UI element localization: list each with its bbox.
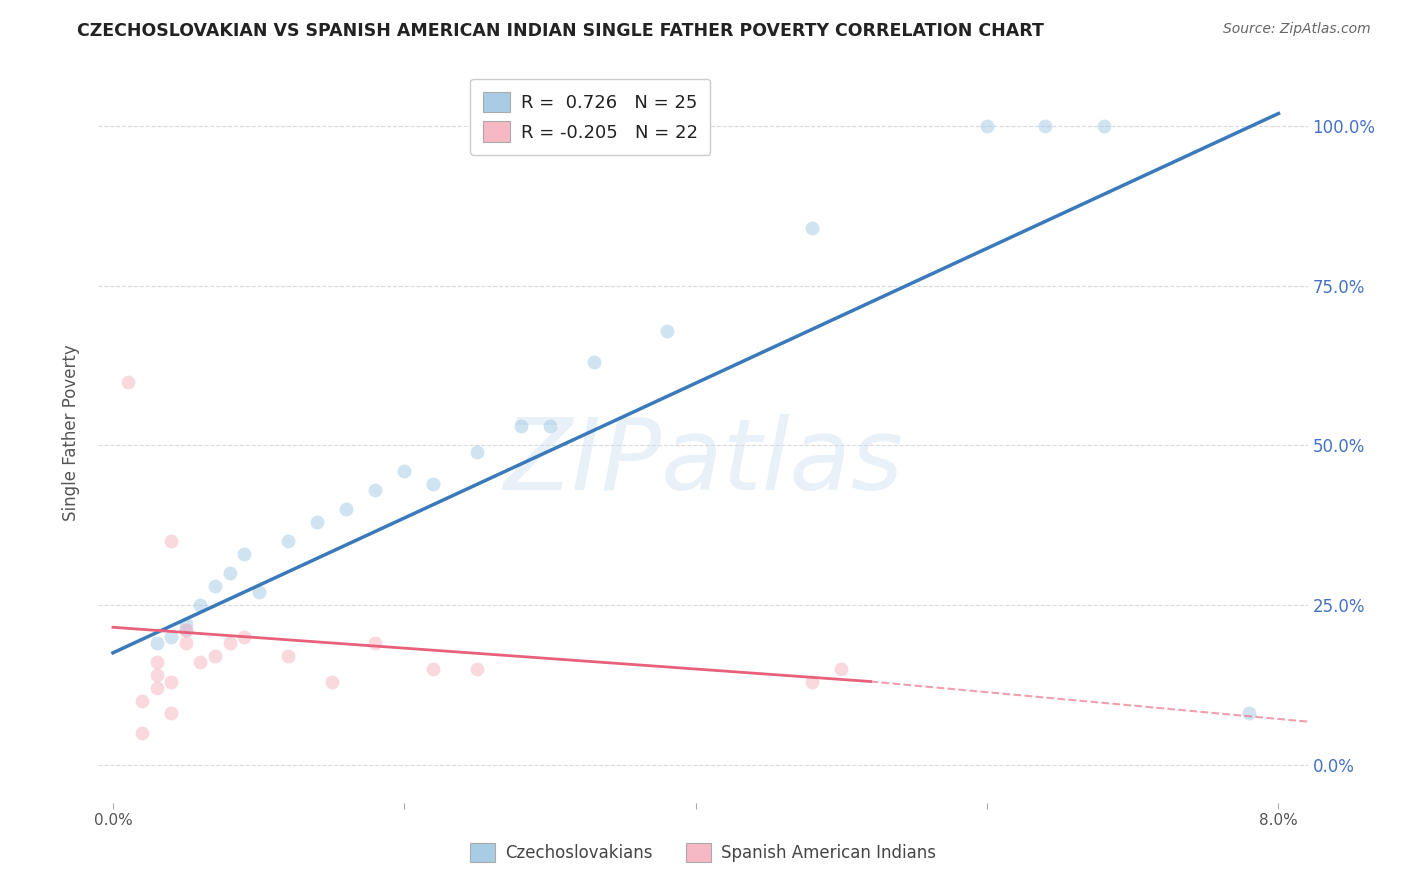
Point (801, 221, 824, 235)
Point (131, 725, 153, 739)
Point (465, 662, 488, 676)
Point (394, 464, 416, 478)
Point (364, 483, 387, 497)
Point (145, 656, 167, 670)
Point (830, 662, 852, 676)
Point (1239, 706, 1261, 721)
Point (247, 585, 270, 599)
Text: ZIPatlas: ZIPatlas (503, 414, 903, 511)
Point (465, 444, 488, 458)
Point (160, 674, 183, 689)
Point (233, 630, 256, 644)
Point (145, 636, 167, 650)
Point (174, 624, 197, 638)
Text: CZECHOSLOVAKIAN VS SPANISH AMERICAN INDIAN SINGLE FATHER POVERTY CORRELATION CHA: CZECHOSLOVAKIAN VS SPANISH AMERICAN INDI… (77, 22, 1045, 40)
Point (305, 515, 328, 529)
Point (131, 694, 153, 708)
Point (422, 662, 444, 676)
Point (277, 534, 299, 549)
Point (335, 502, 357, 516)
Point (509, 419, 531, 434)
Point (801, 674, 824, 689)
Point (364, 636, 387, 650)
Point (233, 547, 256, 561)
Point (538, 419, 561, 434)
Point (204, 648, 226, 663)
Point (174, 624, 197, 638)
Legend: R =  0.726   N = 25, R = -0.205   N = 22: R = 0.726 N = 25, R = -0.205 N = 22 (470, 78, 710, 155)
Point (145, 681, 167, 695)
Point (160, 534, 183, 549)
Point (321, 674, 343, 689)
Point (218, 636, 240, 650)
Point (582, 355, 605, 369)
Point (160, 630, 183, 644)
Point (976, 120, 998, 134)
Point (117, 375, 139, 389)
Point (1092, 120, 1115, 134)
Point (1033, 120, 1056, 134)
Point (655, 324, 678, 338)
Point (174, 636, 197, 650)
Point (190, 656, 212, 670)
Point (174, 617, 197, 632)
Point (204, 579, 226, 593)
Point (277, 648, 299, 663)
Y-axis label: Single Father Poverty: Single Father Poverty (62, 344, 80, 521)
Point (218, 566, 240, 580)
Point (422, 476, 444, 491)
Point (145, 668, 167, 682)
Point (160, 706, 183, 721)
Point (190, 598, 212, 612)
Text: Source: ZipAtlas.com: Source: ZipAtlas.com (1223, 22, 1371, 37)
